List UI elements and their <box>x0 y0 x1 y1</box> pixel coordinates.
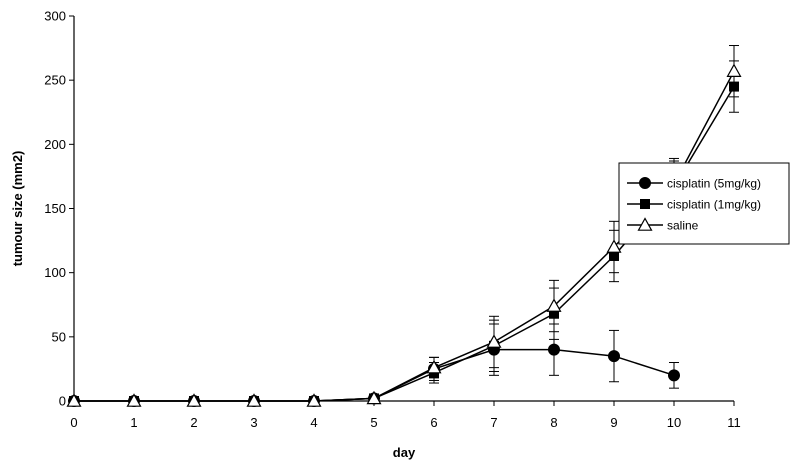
y-tick-label: 300 <box>44 9 66 24</box>
x-axis-title: day <box>393 445 416 460</box>
data-point <box>366 390 382 405</box>
legend-marker <box>639 177 651 189</box>
y-tick-label: 50 <box>52 329 66 344</box>
data-point <box>246 393 262 407</box>
x-tick-label: 3 <box>250 415 257 430</box>
axes: 0 50 100 150 200 250 300 0 1 2 3 4 5 6 7 8 9 10 11 <box>44 9 740 431</box>
x-tick-label: 11 <box>727 415 741 430</box>
data-point <box>426 359 442 374</box>
data-point <box>66 393 82 407</box>
data-point <box>486 334 502 348</box>
y-tick-label: 250 <box>44 73 66 88</box>
data-point <box>606 239 622 253</box>
data-point <box>668 369 680 382</box>
data-point <box>306 393 322 407</box>
legend-entry-label: saline <box>667 219 699 233</box>
series-1-group <box>74 323 679 402</box>
data-point <box>126 393 142 407</box>
y-tick-label: 150 <box>44 201 66 216</box>
data-point <box>726 63 742 77</box>
y-axis-title: tumour size (mm2) <box>10 151 25 267</box>
x-tick-label: 5 <box>370 415 377 430</box>
data-point <box>608 350 620 363</box>
data-point <box>549 308 559 319</box>
y-tick-label: 200 <box>44 137 66 152</box>
y-tick-label: 100 <box>44 265 66 280</box>
legend-marker <box>640 199 650 209</box>
x-tick-label: 9 <box>610 415 617 430</box>
x-tick-label: 4 <box>310 415 317 430</box>
x-tick-label: 6 <box>430 415 437 430</box>
y-tick-label: 0 <box>59 394 66 409</box>
x-tick-label: 10 <box>667 415 681 430</box>
x-tick-label: 8 <box>550 415 557 430</box>
data-point <box>609 250 619 261</box>
series-3-markers <box>66 63 742 407</box>
data-point <box>186 393 202 407</box>
legend-marker <box>637 217 653 231</box>
x-tick-label: 0 <box>70 415 77 430</box>
data-point <box>546 298 562 312</box>
data-point <box>548 343 560 356</box>
legend-entry-label: cisplatin (5mg/kg) <box>667 177 761 191</box>
legend-entry-label: cisplatin (1mg/kg) <box>667 198 761 212</box>
x-tick-label: 2 <box>190 415 197 430</box>
data-point <box>729 81 739 92</box>
x-tick-label: 1 <box>130 415 137 430</box>
x-tick-label: 7 <box>490 415 497 430</box>
y-axis-title-group: tumour size (mm2) <box>10 151 25 267</box>
legend: cisplatin (5mg/kg) cisplatin (1mg/kg) sali… <box>618 162 790 245</box>
